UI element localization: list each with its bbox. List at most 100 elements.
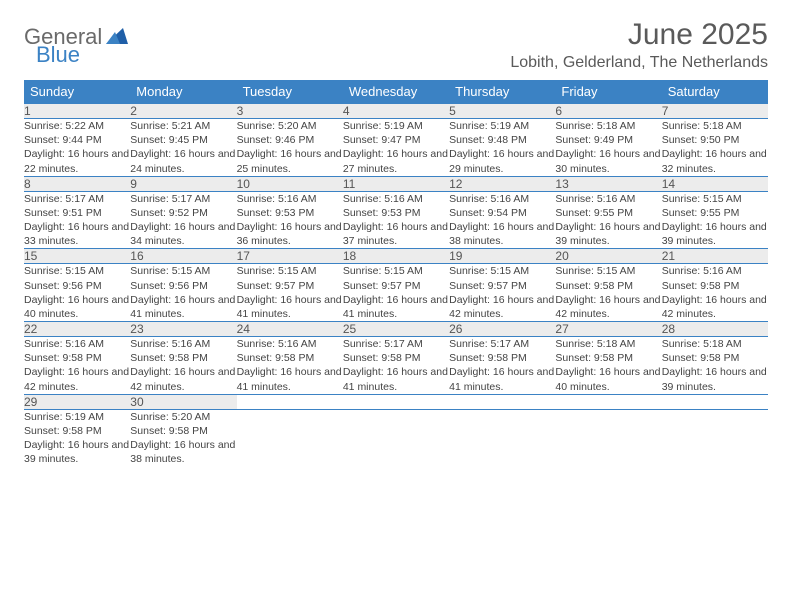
daylight-line: Daylight: 16 hours and 41 minutes. <box>130 293 236 321</box>
sunset-line: Sunset: 9:58 PM <box>555 279 661 293</box>
sunrise-line: Sunrise: 5:17 AM <box>449 337 555 351</box>
sunset-line: Sunset: 9:47 PM <box>343 133 449 147</box>
daylight-line: Daylight: 16 hours and 38 minutes. <box>130 438 236 466</box>
daylight-line: Daylight: 16 hours and 38 minutes. <box>449 220 555 248</box>
daylight-line: Daylight: 16 hours and 42 minutes. <box>662 293 768 321</box>
sunrise-line: Sunrise: 5:15 AM <box>555 264 661 278</box>
sunrise-line: Sunrise: 5:16 AM <box>449 192 555 206</box>
day-number-cell: 22 <box>24 322 130 337</box>
sunrise-line: Sunrise: 5:15 AM <box>130 264 236 278</box>
sunset-line: Sunset: 9:49 PM <box>555 133 661 147</box>
daylight-line: Daylight: 16 hours and 42 minutes. <box>24 365 130 393</box>
sunset-line: Sunset: 9:51 PM <box>24 206 130 220</box>
logo-text-blue: Blue <box>36 42 80 67</box>
day-detail-cell: Sunrise: 5:16 AMSunset: 9:58 PMDaylight:… <box>237 337 343 395</box>
day-detail-cell: Sunrise: 5:19 AMSunset: 9:48 PMDaylight:… <box>449 119 555 177</box>
day-detail-cell <box>237 409 343 466</box>
day-detail-cell: Sunrise: 5:16 AMSunset: 9:58 PMDaylight:… <box>662 264 768 322</box>
weekday-header: Sunday <box>24 80 130 104</box>
day-detail-cell: Sunrise: 5:16 AMSunset: 9:58 PMDaylight:… <box>130 337 236 395</box>
sunrise-line: Sunrise: 5:22 AM <box>24 119 130 133</box>
sunrise-line: Sunrise: 5:15 AM <box>237 264 343 278</box>
daylight-line: Daylight: 16 hours and 40 minutes. <box>24 293 130 321</box>
daylight-line: Daylight: 16 hours and 29 minutes. <box>449 147 555 175</box>
day-detail-cell: Sunrise: 5:17 AMSunset: 9:58 PMDaylight:… <box>449 337 555 395</box>
day-detail-cell: Sunrise: 5:17 AMSunset: 9:51 PMDaylight:… <box>24 191 130 249</box>
day-number-cell: 11 <box>343 176 449 191</box>
day-detail-cell: Sunrise: 5:17 AMSunset: 9:58 PMDaylight:… <box>343 337 449 395</box>
day-number-cell: 25 <box>343 322 449 337</box>
day-number-cell: 24 <box>237 322 343 337</box>
sunset-line: Sunset: 9:58 PM <box>24 351 130 365</box>
sunrise-line: Sunrise: 5:17 AM <box>130 192 236 206</box>
title-block: June 2025 Lobith, Gelderland, The Nether… <box>510 18 768 72</box>
day-number-cell: 16 <box>130 249 236 264</box>
day-detail-cell: Sunrise: 5:16 AMSunset: 9:53 PMDaylight:… <box>237 191 343 249</box>
sunset-line: Sunset: 9:56 PM <box>130 279 236 293</box>
day-detail-cell: Sunrise: 5:18 AMSunset: 9:49 PMDaylight:… <box>555 119 661 177</box>
sunset-line: Sunset: 9:53 PM <box>343 206 449 220</box>
sunset-line: Sunset: 9:58 PM <box>343 351 449 365</box>
daylight-line: Daylight: 16 hours and 39 minutes. <box>662 220 768 248</box>
day-number-cell: 5 <box>449 104 555 119</box>
day-number-cell: 23 <box>130 322 236 337</box>
day-number-row: 2930 <box>24 394 768 409</box>
day-detail-cell: Sunrise: 5:22 AMSunset: 9:44 PMDaylight:… <box>24 119 130 177</box>
day-detail-cell: Sunrise: 5:17 AMSunset: 9:52 PMDaylight:… <box>130 191 236 249</box>
day-number-cell: 26 <box>449 322 555 337</box>
calendar-table: Sunday Monday Tuesday Wednesday Thursday… <box>24 80 768 466</box>
sunrise-line: Sunrise: 5:16 AM <box>237 337 343 351</box>
daylight-line: Daylight: 16 hours and 39 minutes. <box>662 365 768 393</box>
logo-mark-icon <box>106 26 128 49</box>
sunrise-line: Sunrise: 5:20 AM <box>237 119 343 133</box>
day-detail-cell: Sunrise: 5:16 AMSunset: 9:55 PMDaylight:… <box>555 191 661 249</box>
daylight-line: Daylight: 16 hours and 34 minutes. <box>130 220 236 248</box>
daylight-line: Daylight: 16 hours and 42 minutes. <box>449 293 555 321</box>
sunset-line: Sunset: 9:58 PM <box>24 424 130 438</box>
header: General June 2025 Lobith, Gelderland, Th… <box>24 18 768 72</box>
sunset-line: Sunset: 9:48 PM <box>449 133 555 147</box>
day-number-cell <box>343 394 449 409</box>
day-detail-row: Sunrise: 5:17 AMSunset: 9:51 PMDaylight:… <box>24 191 768 249</box>
sunrise-line: Sunrise: 5:18 AM <box>555 119 661 133</box>
daylight-line: Daylight: 16 hours and 33 minutes. <box>24 220 130 248</box>
sunset-line: Sunset: 9:57 PM <box>237 279 343 293</box>
sunset-line: Sunset: 9:58 PM <box>555 351 661 365</box>
day-number-row: 1234567 <box>24 104 768 119</box>
sunset-line: Sunset: 9:58 PM <box>130 351 236 365</box>
day-number-cell: 7 <box>662 104 768 119</box>
sunrise-line: Sunrise: 5:15 AM <box>662 192 768 206</box>
sunset-line: Sunset: 9:55 PM <box>555 206 661 220</box>
day-detail-cell: Sunrise: 5:21 AMSunset: 9:45 PMDaylight:… <box>130 119 236 177</box>
day-number-cell: 10 <box>237 176 343 191</box>
page-title: June 2025 <box>510 18 768 52</box>
day-number-cell: 1 <box>24 104 130 119</box>
day-detail-cell: Sunrise: 5:20 AMSunset: 9:58 PMDaylight:… <box>130 409 236 466</box>
day-number-cell: 8 <box>24 176 130 191</box>
daylight-line: Daylight: 16 hours and 41 minutes. <box>237 365 343 393</box>
day-number-row: 891011121314 <box>24 176 768 191</box>
day-number-cell: 19 <box>449 249 555 264</box>
sunset-line: Sunset: 9:58 PM <box>130 424 236 438</box>
sunset-line: Sunset: 9:58 PM <box>662 351 768 365</box>
day-detail-cell: Sunrise: 5:15 AMSunset: 9:58 PMDaylight:… <box>555 264 661 322</box>
day-number-cell: 14 <box>662 176 768 191</box>
day-number-row: 22232425262728 <box>24 322 768 337</box>
day-number-cell: 30 <box>130 394 236 409</box>
day-detail-cell: Sunrise: 5:19 AMSunset: 9:47 PMDaylight:… <box>343 119 449 177</box>
sunset-line: Sunset: 9:57 PM <box>449 279 555 293</box>
day-number-cell: 17 <box>237 249 343 264</box>
sunrise-line: Sunrise: 5:18 AM <box>662 337 768 351</box>
day-detail-cell: Sunrise: 5:15 AMSunset: 9:57 PMDaylight:… <box>237 264 343 322</box>
daylight-line: Daylight: 16 hours and 25 minutes. <box>237 147 343 175</box>
sunset-line: Sunset: 9:56 PM <box>24 279 130 293</box>
sunrise-line: Sunrise: 5:18 AM <box>662 119 768 133</box>
day-number-cell: 28 <box>662 322 768 337</box>
daylight-line: Daylight: 16 hours and 41 minutes. <box>343 293 449 321</box>
sunset-line: Sunset: 9:58 PM <box>237 351 343 365</box>
daylight-line: Daylight: 16 hours and 41 minutes. <box>343 365 449 393</box>
day-detail-cell <box>555 409 661 466</box>
weekday-header: Saturday <box>662 80 768 104</box>
day-detail-row: Sunrise: 5:16 AMSunset: 9:58 PMDaylight:… <box>24 337 768 395</box>
day-number-cell <box>237 394 343 409</box>
